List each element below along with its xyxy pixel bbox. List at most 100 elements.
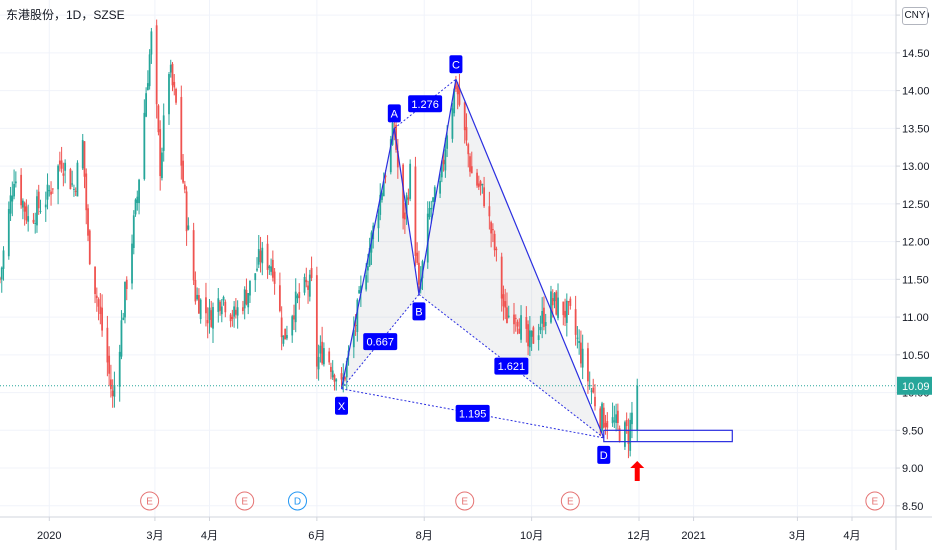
candle-body [64,162,67,171]
candle-body [97,299,100,307]
candle-body [396,151,399,168]
candle-body [69,169,72,190]
candle-body [162,115,165,151]
candle-body [106,327,109,363]
candle-body [319,345,322,354]
candle-body [125,279,128,289]
event-marker-label: E [567,497,574,508]
candle-body [257,249,260,265]
candle-body [530,330,533,337]
candle-body [247,293,250,308]
candle-body [580,342,582,364]
ratio-label-bg [408,95,443,113]
candle-body [220,306,223,315]
candle-body [212,307,214,329]
point-label-B: B [412,302,426,321]
candle-body [541,310,544,324]
candle-body [367,266,369,271]
candle-body [440,161,443,178]
candle-body [243,289,246,309]
last-price-badge-bg [897,376,932,395]
event-marker-label: E [872,497,879,508]
x-tick-label: 4月 [843,530,860,542]
candle-body [513,314,515,325]
candle-body [576,337,579,339]
candle-body [305,279,308,283]
ratio-label: 1.276 [408,95,443,113]
last-price-badge-text: 10.09 [902,381,930,393]
candle-body [13,183,15,197]
currency-badge[interactable]: CNY [902,7,928,25]
ratio-label-text: 1.621 [498,361,526,373]
x-tick-label: 4月 [201,530,218,542]
candle-body [286,335,288,339]
candle-body [322,348,325,365]
y-tick-label: 8.50 [902,501,923,513]
event-marker-earnings[interactable]: E [235,491,255,511]
x-tick-label: 12月 [627,530,650,542]
point-label-X: X [335,396,349,415]
candle-body [256,268,258,271]
candle-body [242,307,244,311]
ratio-label: 1.195 [455,404,490,422]
candle-body [192,230,195,281]
candle-body [307,285,309,290]
candle-body [344,377,346,380]
candle-body [180,96,183,166]
candle-body [636,385,639,431]
pattern-leg-BC [418,79,457,295]
candle-body [477,183,480,188]
candle-body [506,307,508,324]
candle-body [315,275,318,367]
candle-body [182,160,184,183]
time-axis-bg[interactable] [0,517,932,550]
candle-body [518,328,521,334]
candle-body [476,172,478,186]
candle-body [280,317,283,338]
candle-body [432,197,434,203]
candle-body [27,216,30,222]
candle-body [442,159,445,165]
x-tick-label: 2021 [681,530,705,542]
y-tick-label: 11.50 [902,274,929,286]
event-marker-earnings[interactable]: E [455,491,475,511]
candle-body [73,188,75,190]
candle-body [574,309,577,335]
candle-body [629,419,632,451]
candle-body [146,83,149,91]
event-marker-label: E [146,497,153,508]
candle-body [528,330,531,348]
event-marker-earnings[interactable]: E [865,491,885,511]
event-marker-dividend[interactable]: D [287,491,307,511]
candle-body [590,390,593,392]
candle-body [134,199,137,215]
event-marker-circle [235,491,255,511]
y-tick-label: 12.50 [902,199,930,211]
candle-body [625,420,628,427]
candle-body [143,112,146,180]
price-axis-bg[interactable] [896,0,932,550]
candle-body [444,149,447,171]
candle-body [495,248,498,251]
ratio-label-bg [455,404,490,422]
overlay: E E D E E E [0,385,896,511]
event-marker-earnings[interactable]: E [140,491,160,511]
candle-body [525,317,528,329]
ratio-label: 0.667 [363,333,398,351]
candle-body [132,215,135,249]
event-marker-label: E [461,497,468,508]
candle-body [57,165,59,190]
candle-body [407,197,410,200]
candle-body [303,276,306,293]
event-marker-circle [287,491,307,511]
candle-body [198,295,200,314]
candle-body [514,317,517,319]
candle-body [83,141,86,177]
candle-body [463,102,466,131]
x-tick-label: 3月 [789,530,806,542]
event-marker-circle [455,491,475,511]
candle-body [136,196,139,203]
candle-body [613,420,616,422]
event-marker-earnings[interactable]: E [560,491,580,511]
